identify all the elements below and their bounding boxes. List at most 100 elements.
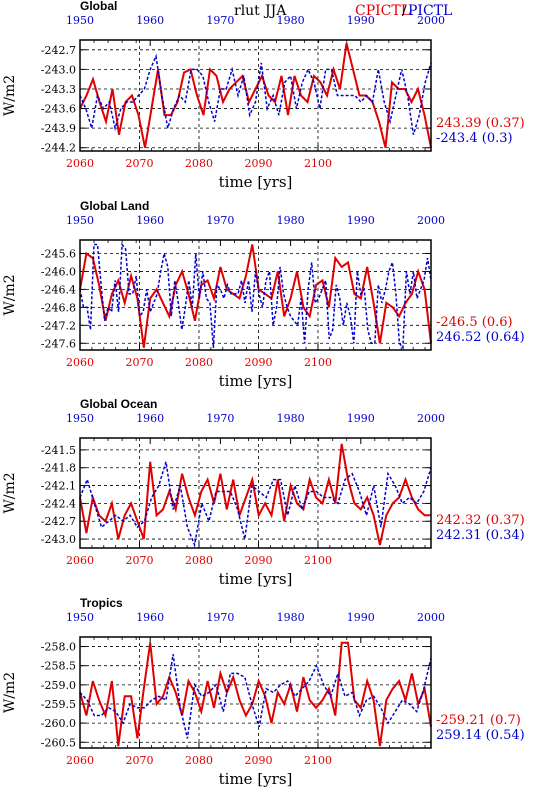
panel-3: Tropics -260.5 -260.0 -259.5 -259.0 -258.5 -25… [2,596,525,788]
x-top-tick-label: 2000 [417,611,445,624]
plot-frame [79,636,432,749]
series-line-cpictl [79,641,432,747]
stat-blue-label: 242.31 (0.34) [436,528,525,543]
stat-blue-label: 259.14 (0.54) [436,728,525,743]
x-bottom-tick-label: 2090 [244,554,272,567]
y-tick-label: -259.5 [41,698,76,711]
x-top-tick-label: 1960 [136,412,164,425]
x-top-tick-label: 1970 [206,214,234,227]
x-top-tick-label: 1980 [277,14,305,27]
x-top-tick-label: 1950 [66,14,94,27]
y-tick-label: -247.6 [41,337,76,350]
x-top-tick-label: 1950 [66,611,94,624]
stat-red-label: -259.21 (0.7) [436,713,521,728]
y-tick-label: -242.7 [41,515,76,528]
x-bottom-tick-label: 2080 [185,356,213,369]
x-top-tick-label: 1980 [277,611,305,624]
series-line-pictl [79,654,432,739]
y-tick-label: -243.0 [41,533,76,546]
y-tick-label: -246.0 [41,265,76,278]
x-top-tick-label: 1950 [66,412,94,425]
x-top-tick-label: 1990 [347,412,375,425]
y-axis-label: W/m2 [2,274,18,315]
x-axis-label: time [yrs] [219,570,293,588]
x-top-tick-label: 2000 [417,14,445,27]
x-top-tick-label: 1970 [206,611,234,624]
x-bottom-tick-label: 2100 [304,356,332,369]
y-tick-label: -242.1 [41,480,76,493]
series-line-pictl [79,242,432,350]
x-top-tick-label: 1960 [136,214,164,227]
panel-title: Global [80,0,117,13]
y-tick-label: -246.4 [41,283,76,296]
series-line-cpictl [79,443,431,546]
x-top-tick-label: 1970 [206,14,234,27]
header-variable: rlut [234,3,260,19]
x-bottom-tick-label: 2090 [244,157,272,170]
y-tick-label: -243.3 [41,83,76,96]
x-top-tick-label: 1970 [206,412,234,425]
x-bottom-tick-label: 2080 [185,157,213,170]
stat-red-label: -246.5 (0.6) [436,315,513,330]
stat-red-label: 242.32 (0.37) [436,513,525,528]
y-tick-label: -258.0 [41,641,76,654]
x-top-tick-label: 2000 [417,214,445,227]
panels: Global -244.2 -243.9 -243.6 -243.3 -243.0 -242… [2,0,525,788]
series-line-pictl [79,461,432,548]
panel-1: Global Land -247.6 -247.2 -246.8 -246.4 -246.… [2,199,525,390]
stat-blue-label: 246.52 (0.64) [436,330,525,345]
y-tick-label: -260.0 [41,717,76,730]
y-tick-label: -243.6 [41,103,76,116]
y-tick-label: -241.8 [41,462,76,475]
x-top-tick-label: 1990 [347,214,375,227]
x-top-tick-label: 1950 [66,214,94,227]
y-axis-label: W/m2 [2,75,18,116]
x-bottom-tick-label: 2060 [66,157,94,170]
plot-frame [79,39,432,152]
x-bottom-tick-label: 2100 [304,754,332,767]
panel-title: Tropics [80,596,123,610]
x-top-tick-label: 1990 [347,14,375,27]
stat-blue-label: -243.4 (0.3) [436,131,513,146]
x-bottom-tick-label: 2070 [125,754,153,767]
header-season: JJA [263,3,287,19]
panel-title: Global Ocean [80,397,157,411]
x-bottom-tick-label: 2090 [244,754,272,767]
panel-2: Global Ocean -243.0 -242.7 -242.4 -242.1 -241… [2,397,525,588]
series-line-pictl [79,53,432,135]
y-tick-label: -247.2 [41,319,76,332]
y-tick-label: -246.8 [41,301,76,314]
x-bottom-tick-label: 2070 [125,356,153,369]
x-axis-label: time [yrs] [219,173,293,191]
x-bottom-tick-label: 2060 [66,554,94,567]
y-tick-label: -243.9 [41,122,76,135]
x-axis-label: time [yrs] [219,770,293,788]
header-legend-red: CPICTL [355,3,410,19]
y-axis-label: W/m2 [2,472,18,513]
x-bottom-tick-label: 2070 [125,554,153,567]
panel-title: Global Land [80,199,149,213]
y-tick-label: -241.5 [41,444,76,457]
x-top-tick-label: 1980 [277,412,305,425]
series-line-cpictl [79,244,432,348]
header-legend-blue: PICTL [408,3,452,19]
x-bottom-tick-label: 2080 [185,554,213,567]
x-axis-label: time [yrs] [219,372,293,390]
y-tick-label: -242.7 [41,44,76,57]
x-bottom-tick-label: 2070 [125,157,153,170]
y-axis-label: W/m2 [2,672,18,713]
series-line-cpictl [79,43,432,148]
x-bottom-tick-label: 2100 [304,554,332,567]
x-bottom-tick-label: 2100 [304,157,332,170]
x-bottom-tick-label: 2080 [185,754,213,767]
plot-frame [79,239,432,351]
y-tick-label: -260.5 [41,736,76,749]
figure-header: rlut JJA CPICTL / PICTL [234,3,452,19]
plot-frame [79,437,432,549]
x-bottom-tick-label: 2060 [66,754,94,767]
y-tick-label: -245.6 [41,247,76,260]
x-top-tick-label: 2000 [417,412,445,425]
x-bottom-tick-label: 2090 [244,356,272,369]
y-tick-label: -244.2 [41,142,76,155]
